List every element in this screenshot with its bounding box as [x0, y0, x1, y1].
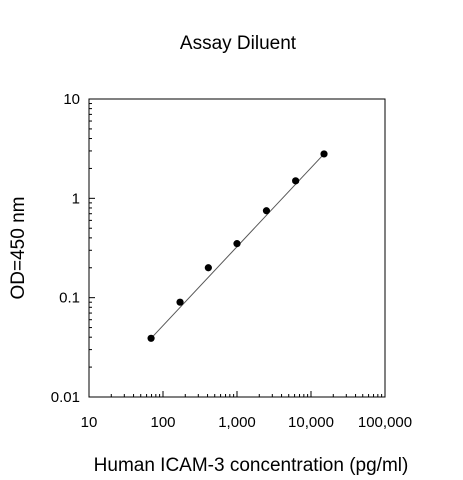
y-tick-label: 10 — [63, 91, 80, 108]
y-tick-label: 0.01 — [51, 389, 80, 406]
data-point — [233, 240, 241, 248]
data-point — [262, 207, 271, 215]
y-tick-label: 1 — [72, 190, 80, 207]
chart-title: Assay Diluent — [180, 33, 297, 54]
data-point — [204, 264, 212, 272]
x-tick-label: 10 — [81, 414, 98, 431]
x-tick-label: 100 — [150, 414, 175, 431]
x-tick-label: 10,000 — [288, 414, 334, 431]
y-axis: 0.01 0.1 1 10 — [51, 91, 95, 406]
data-point — [292, 177, 300, 185]
data-point — [320, 150, 328, 158]
x-tick-label: 1,000 — [218, 414, 256, 431]
plot-frame — [88, 98, 386, 398]
y-tick-label: 0.1 — [59, 290, 80, 307]
x-axis: 10 100 1,000 10,000 100,000 — [81, 391, 412, 431]
x-tick-label: 100,000 — [358, 414, 412, 431]
series-layer — [147, 150, 328, 342]
data-point — [176, 298, 184, 306]
data-point — [147, 334, 155, 342]
x-axis-label: Human ICAM-3 concentration (pg/ml) — [94, 455, 409, 476]
y-axis-label: OD=450 nm — [8, 197, 29, 300]
